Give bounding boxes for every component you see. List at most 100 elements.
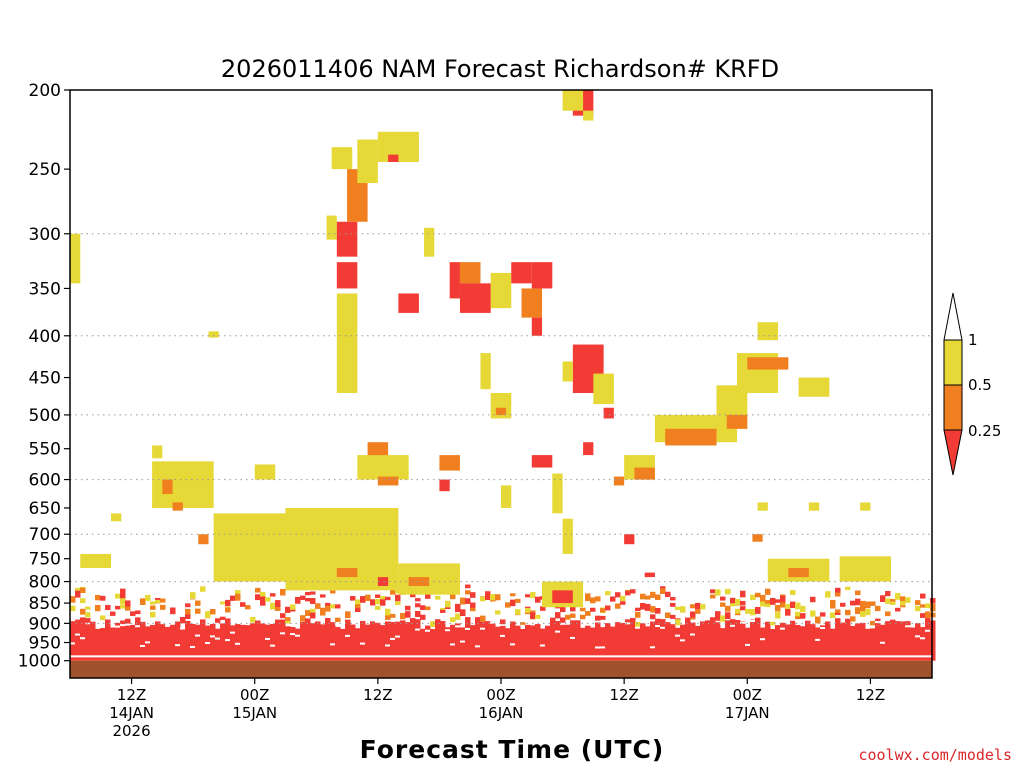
ri-cell <box>757 322 779 341</box>
surface-cell <box>95 595 101 601</box>
surface-cell <box>230 631 236 634</box>
ri-cell <box>583 110 594 121</box>
ri-cell <box>644 572 655 578</box>
surface-cell <box>395 594 401 602</box>
x-axis-label: Forecast Time (UTC) <box>360 735 665 764</box>
surface-cell <box>865 609 871 616</box>
gridlines <box>70 233 932 624</box>
surface-cell <box>420 614 426 620</box>
surface-cell <box>260 592 266 599</box>
surface-cell <box>445 627 451 661</box>
surface-cell <box>740 590 746 598</box>
surface-cell <box>115 593 121 599</box>
surface-cell <box>375 605 381 610</box>
surface-cell <box>365 594 371 600</box>
y-tick-label: 550 <box>29 440 61 460</box>
surface-cell <box>380 625 386 661</box>
surface-cell <box>820 625 826 661</box>
surface-cell <box>500 625 506 661</box>
surface-cell <box>890 619 896 661</box>
surface-cell <box>390 637 396 640</box>
ri-cell <box>388 154 399 162</box>
surface-cell <box>715 589 721 596</box>
surface-cell <box>815 638 821 641</box>
surface-cell <box>415 628 421 631</box>
surface-cell <box>595 615 601 621</box>
surface-cell <box>585 593 591 601</box>
ri-cell <box>531 455 553 468</box>
surface-cell <box>865 601 871 609</box>
surface-cell <box>565 624 571 661</box>
surface-cell <box>700 621 706 661</box>
surface-cell <box>650 606 656 613</box>
surface-cell <box>495 626 501 661</box>
surface-cell <box>380 596 386 600</box>
surface-cell <box>650 646 656 649</box>
surface-cell <box>360 620 366 661</box>
surface-cell <box>270 623 276 661</box>
ri-cell <box>198 534 209 545</box>
ri-cell <box>336 262 358 289</box>
surface-cell <box>305 597 311 602</box>
surface-cell <box>830 612 836 619</box>
ri-cell <box>208 331 219 338</box>
surface-cell <box>695 602 701 610</box>
surface-cell <box>80 637 86 640</box>
surface-cell <box>195 634 201 637</box>
x-tick-label: 12Z <box>117 686 146 704</box>
surface-cell <box>125 618 131 624</box>
surface-cell <box>820 626 826 629</box>
surface-cell <box>630 589 636 594</box>
surface-cell <box>860 611 866 617</box>
x-tick-label: 2026 <box>112 722 150 740</box>
surface-cell <box>85 618 91 623</box>
surface-cell <box>445 629 451 632</box>
surface-cell <box>920 593 926 599</box>
ri-cell <box>336 293 358 393</box>
surface-cell <box>515 625 521 661</box>
surface-cell <box>610 596 616 602</box>
surface-cell <box>255 594 261 601</box>
surface-cell <box>460 609 466 617</box>
surface-cell <box>515 619 521 622</box>
surface-cell <box>455 613 461 620</box>
surface-cell <box>375 622 381 661</box>
surface-cell <box>585 597 591 602</box>
surface-cell <box>715 616 721 621</box>
surface-cell <box>295 634 301 637</box>
surface-cell <box>820 612 826 617</box>
surface-cell <box>580 614 586 620</box>
surface-cell <box>150 601 156 605</box>
y-tick-label: 800 <box>29 573 61 593</box>
surface-cell <box>740 600 746 606</box>
surface-cell <box>795 625 801 661</box>
surface-cell <box>665 612 671 619</box>
surface-cell <box>470 602 476 609</box>
ri-cell <box>521 288 543 318</box>
surface-cell <box>385 596 391 601</box>
surface-cell <box>475 617 481 661</box>
ri-cell <box>613 476 625 486</box>
surface-cell <box>835 587 841 593</box>
surface-cell <box>435 595 441 600</box>
surface-cell <box>620 601 626 605</box>
surface-cell <box>395 635 401 638</box>
surface-cell <box>510 593 516 597</box>
surface-cell <box>860 605 866 612</box>
surface-cell <box>845 609 851 616</box>
surface-cell <box>595 596 601 602</box>
surface-cell <box>580 627 586 661</box>
surface-cell <box>90 621 96 661</box>
surface-cell <box>880 595 886 602</box>
ri-cell <box>398 293 419 313</box>
surface-cell <box>755 606 761 614</box>
surface-cell <box>205 611 211 619</box>
surface-cell <box>365 624 371 661</box>
surface-cell <box>625 622 631 625</box>
surface-cell <box>895 592 901 600</box>
ri-cell <box>788 568 809 578</box>
surface-cell <box>875 621 881 624</box>
surface-cell <box>170 624 176 661</box>
surface-cell <box>410 593 416 598</box>
surface-cell <box>510 643 516 646</box>
